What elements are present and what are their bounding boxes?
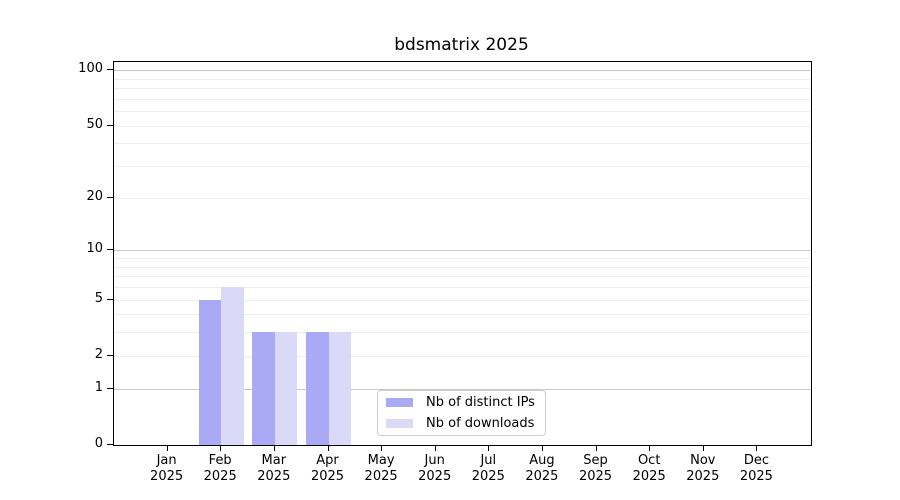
legend: Nb of distinct IPs Nb of downloads: [377, 390, 546, 436]
y-tick-label: 20: [86, 188, 103, 204]
month-label: Jun: [424, 453, 445, 468]
bar-distinct-ips: [252, 332, 275, 445]
month-label: Aug: [529, 453, 555, 468]
x-tick: [434, 445, 436, 451]
minor-gridline: [114, 125, 811, 127]
year-label: 2025: [686, 469, 720, 484]
x-tick-label: Jan 2025: [127, 453, 207, 485]
minor-gridline: [114, 111, 811, 113]
x-tick-label: Aug 2025: [502, 453, 582, 485]
y-tick-label: 1: [94, 379, 103, 395]
minor-gridline: [114, 287, 811, 288]
bar-distinct-ips: [198, 299, 222, 445]
x-tick-label: Sep 2025: [556, 453, 636, 485]
y-tick: [107, 354, 113, 356]
year-label: 2025: [257, 469, 291, 484]
x-tick: [327, 445, 329, 451]
legend-row: Nb of downloads: [386, 415, 539, 433]
year-label: 2025: [310, 469, 345, 484]
year-label: 2025: [739, 469, 773, 484]
x-tick: [166, 445, 168, 451]
plot-area: [113, 61, 812, 446]
x-tick-label: Jun 2025: [395, 453, 475, 485]
month-label: Oct: [637, 453, 661, 468]
minor-gridline: [114, 166, 811, 168]
month-label: Mar: [261, 453, 287, 468]
month-label: Dec: [743, 453, 769, 468]
bar-downloads: [328, 332, 351, 445]
minor-gridline: [114, 78, 811, 80]
month-label: Nov: [690, 453, 716, 468]
y-tick: [107, 387, 113, 389]
month-label: May: [367, 453, 395, 468]
legend-swatch: [386, 419, 413, 428]
y-tick-label: 10: [86, 241, 103, 257]
y-tick-label: 5: [94, 290, 103, 306]
y-tick: [107, 196, 113, 198]
minor-gridline: [114, 258, 811, 259]
x-tick-label: Feb 2025: [180, 453, 260, 485]
legend-label: Nb of downloads: [426, 415, 535, 431]
y-tick: [107, 249, 113, 251]
x-tick: [381, 445, 383, 451]
x-tick-label: May 2025: [341, 453, 421, 485]
x-tick: [649, 445, 651, 451]
chart-title: bdsmatrix 2025: [394, 35, 529, 55]
major-gridline: [114, 250, 811, 252]
y-tick: [107, 124, 113, 126]
x-tick: [488, 445, 490, 451]
y-tick: [107, 298, 113, 300]
x-tick: [702, 445, 704, 451]
minor-gridline: [114, 88, 811, 90]
y-tick: [107, 69, 113, 71]
y-tick-label: 50: [86, 116, 103, 132]
x-tick: [273, 445, 275, 451]
month-label: Feb: [208, 453, 232, 468]
y-tick-label: 2: [94, 346, 103, 362]
year-label: 2025: [525, 469, 559, 484]
x-tick-label: Oct 2025: [609, 453, 689, 485]
minor-gridline: [114, 266, 811, 268]
year-label: 2025: [203, 469, 237, 484]
bar-distinct-ips: [306, 332, 329, 445]
month-label: Apr: [316, 453, 339, 468]
minor-gridline: [114, 276, 811, 278]
minor-gridline: [114, 355, 811, 357]
year-label: 2025: [471, 469, 505, 484]
minor-gridline: [114, 332, 811, 334]
x-tick: [220, 445, 222, 451]
minor-gridline: [114, 299, 811, 301]
legend-swatch: [386, 398, 413, 407]
x-tick-label: Nov 2025: [663, 453, 743, 485]
legend-label: Nb of distinct IPs: [426, 394, 535, 410]
month-label: Sep: [583, 453, 608, 468]
legend-row: Nb of distinct IPs: [386, 394, 539, 412]
y-tick-label: 100: [78, 61, 103, 77]
x-tick-label: Dec 2025: [716, 453, 796, 485]
bar-downloads: [221, 287, 244, 445]
minor-gridline: [114, 314, 811, 316]
x-tick-label: Mar 2025: [234, 453, 314, 485]
year-label: 2025: [578, 469, 613, 484]
minor-gridline: [114, 143, 811, 145]
month-label: Jul: [480, 453, 497, 468]
x-tick: [756, 445, 758, 451]
x-tick-label: Apr 2025: [288, 453, 368, 485]
bar-downloads: [274, 332, 298, 445]
x-tick: [595, 445, 597, 451]
year-label: 2025: [632, 469, 666, 484]
year-label: 2025: [364, 469, 398, 484]
month-label: Jan: [156, 453, 177, 468]
minor-gridline: [114, 98, 811, 100]
y-tick: [107, 444, 113, 445]
year-label: 2025: [418, 469, 452, 484]
minor-gridline: [114, 197, 811, 199]
x-tick: [541, 445, 543, 451]
major-gridline: [114, 70, 811, 72]
major-gridline: [114, 388, 811, 390]
year-label: 2025: [150, 469, 184, 484]
y-tick-label: 0: [94, 436, 103, 451]
x-tick-label: Jul 2025: [448, 453, 528, 485]
